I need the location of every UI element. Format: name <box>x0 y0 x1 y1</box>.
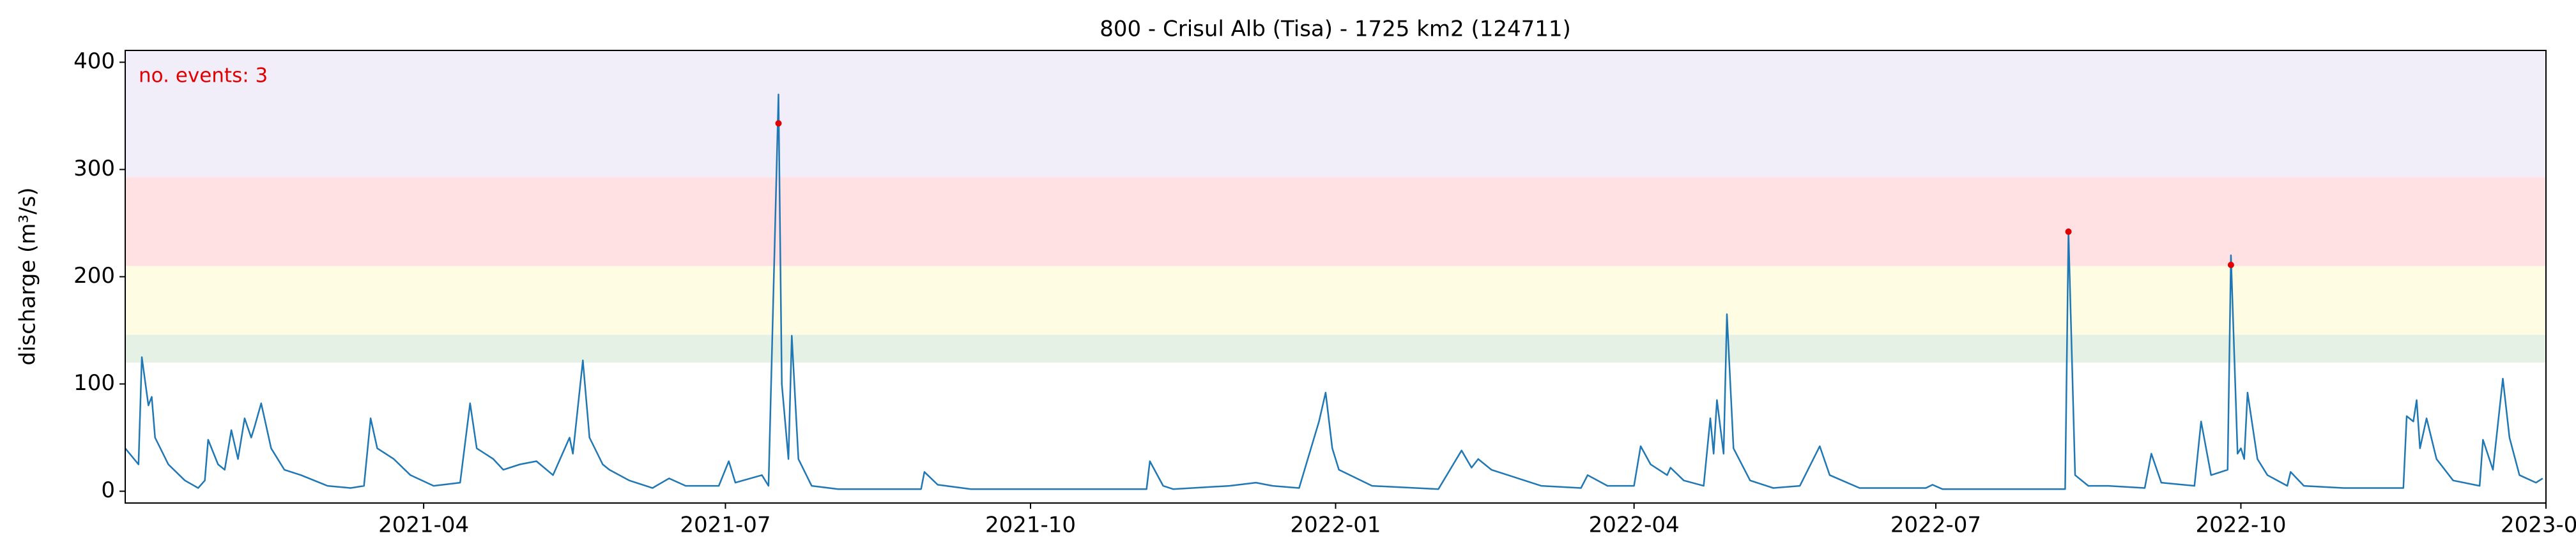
event-point <box>2227 262 2234 269</box>
x-tick-label: 2022-04 <box>1589 513 1680 538</box>
event-count: no. events: 3 <box>139 64 268 87</box>
y-tick-label: 400 <box>73 49 115 74</box>
x-tick-label: 2021-04 <box>378 513 469 538</box>
x-tick-label: 2021-07 <box>680 513 770 538</box>
x-tick-label: 2022-10 <box>2195 513 2286 538</box>
y-tick-label: 0 <box>101 477 115 503</box>
y-tick-label: 100 <box>73 370 115 396</box>
x-tick-label: 2023-01 <box>2501 513 2576 538</box>
chart-title: 800 - Crisul Alb (Tisa) - 1725 km2 (1247… <box>1100 17 1571 42</box>
threshold-band <box>125 266 2546 335</box>
threshold-band <box>125 334 2546 363</box>
threshold-band <box>125 50 2546 177</box>
y-tick-label: 200 <box>73 263 115 289</box>
x-tick-label: 2021-10 <box>985 513 1076 538</box>
threshold-band <box>125 177 2546 266</box>
discharge-line <box>125 93 2543 490</box>
x-tick-label: 2022-07 <box>1890 513 1981 538</box>
y-axis-label: discharge (m³/s) <box>15 188 41 366</box>
event-point <box>2065 228 2072 235</box>
plot-frame <box>125 50 2547 504</box>
y-tick-label: 300 <box>73 156 115 181</box>
event-point <box>775 120 782 127</box>
x-tick-label: 2022-01 <box>1290 513 1381 538</box>
